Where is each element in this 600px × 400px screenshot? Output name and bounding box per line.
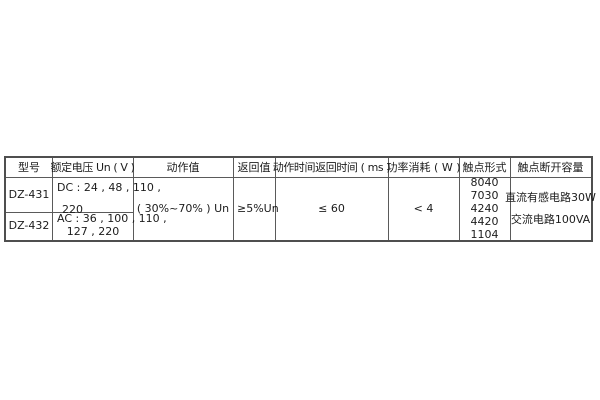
- header-operate-value: 动作值: [166, 160, 200, 174]
- contact-form-item: 7030: [470, 189, 499, 202]
- grid-line-vertical: [459, 158, 460, 240]
- voltage-ac-line2: 127 , 220: [66, 225, 120, 238]
- header-breaking-capacity: 触点断开容量: [517, 160, 584, 174]
- cell-return-value: ≥5%Un: [237, 201, 279, 215]
- cell-power-consumption: < 4: [413, 201, 434, 215]
- grid-line-vertical: [275, 158, 276, 240]
- voltage-ac-line1: AC : 36 , 100 , 110 ,: [57, 212, 167, 225]
- header-rated-voltage: 额定电压 Un ( V ): [50, 160, 135, 174]
- cell-model-dz432: DZ-432: [8, 219, 50, 232]
- contact-form-item: 1104: [470, 228, 499, 241]
- voltage-dc-line1: DC : 24 , 48 , 110 ,: [57, 181, 161, 194]
- cell-operate-value: ( 30%~70% ) Un: [136, 201, 230, 215]
- cell-operate-return-time: ≤ 60: [318, 201, 345, 215]
- voltage-dc-line2: 220: [62, 203, 83, 216]
- cell-contact-forms: 8040 7030 4240 4420 1104: [459, 176, 510, 241]
- header-model: 型号: [18, 160, 40, 174]
- grid-line-row-divider: [6, 212, 134, 213]
- cell-breaking-capacity: 直流有感电路30W 交流电路100VA: [505, 177, 596, 240]
- header-contact-form: 触点形式: [462, 160, 507, 174]
- cell-model-dz431: DZ-431: [8, 187, 50, 201]
- header-operate-return-time: 动作时间返回时间 ( ms ): [272, 160, 391, 174]
- grid-line-vertical: [233, 158, 234, 240]
- breaking-capacity-dc: 直流有感电路30W: [505, 190, 596, 204]
- grid-line-vertical: [133, 158, 134, 240]
- header-power-consumption: 功率消耗 ( W ): [386, 160, 461, 174]
- contact-form-item: 8040: [470, 176, 499, 189]
- grid-line-vertical: [52, 158, 53, 240]
- breaking-capacity-ac: 交流电路100VA: [510, 212, 591, 226]
- grid-line-vertical: [510, 158, 511, 240]
- relay-spec-table: 型号 额定电压 Un ( V ) 动作值 返回值 动作时间返回时间 ( ms )…: [4, 156, 596, 242]
- header-return-value: 返回值: [237, 160, 271, 174]
- grid-line-vertical: [388, 158, 389, 240]
- grid-line-header-bottom: [6, 177, 591, 178]
- contact-form-item: 4420: [470, 215, 499, 228]
- contact-form-item: 4240: [470, 202, 499, 215]
